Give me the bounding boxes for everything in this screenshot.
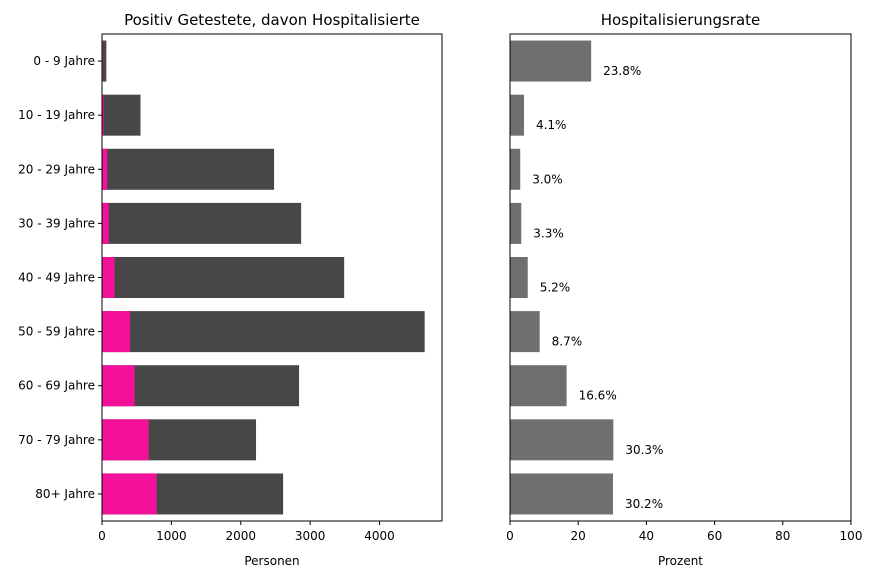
left-bar-s1-3 — [102, 202, 109, 244]
right-bar-3 — [510, 202, 522, 244]
left-bar-s1-1 — [102, 94, 104, 136]
right-data-label-0: 23.8% — [603, 64, 641, 78]
left-bar-s0-5 — [102, 311, 425, 353]
left-category-label-5: 50 - 59 Jahre — [18, 325, 95, 339]
left-bar-s1-4 — [102, 257, 115, 298]
left-bar-s0-1 — [102, 94, 141, 136]
left-bar-s1-5 — [102, 311, 131, 353]
right-data-label-5: 8.7% — [552, 335, 583, 349]
left-bar-s1-8 — [102, 473, 157, 515]
right-x-tick-label-2: 40 — [639, 529, 654, 543]
right-data-label-3: 3.3% — [533, 226, 564, 240]
right-x-tick-label-4: 80 — [775, 529, 790, 543]
right-x-axis-label: Prozent — [658, 554, 703, 568]
right-x-tick-label-5: 100 — [840, 529, 863, 543]
left-category-label-4: 40 - 49 Jahre — [18, 271, 95, 285]
right-bar-6 — [510, 365, 567, 407]
left-bar-s1-0 — [102, 40, 104, 82]
right-bar-7 — [510, 419, 614, 461]
left-category-label-8: 80+ Jahre — [35, 487, 95, 501]
left-category-label-1: 10 - 19 Jahre — [18, 108, 95, 122]
right-chart-title: Hospitalisierungsrate — [601, 11, 761, 29]
left-x-tick-label-4: 4000 — [364, 529, 395, 543]
right-data-label-8: 30.2% — [625, 497, 663, 511]
left-x-tick-label-2: 2000 — [226, 529, 257, 543]
left-bar-s0-3 — [102, 202, 302, 244]
left-x-tick-label-0: 0 — [98, 529, 106, 543]
right-bar-4 — [510, 257, 528, 298]
left-x-tick-label-3: 3000 — [295, 529, 326, 543]
left-bar-s0-4 — [102, 257, 345, 298]
right-chart-area: 23.8% 4.1% 3.0% 3.3% 5.2% 8.7% 16.6% 30.3% 30.2%… — [506, 11, 862, 568]
right-data-label-1: 4.1% — [536, 118, 567, 132]
left-x-axis-label: Personen — [244, 554, 299, 568]
left-category-label-2: 20 - 29 Jahre — [18, 162, 95, 176]
left-category-label-0: 0 - 9 Jahre — [33, 54, 95, 68]
left-chart-title: Positiv Getestete, davon Hospitalisierte — [124, 11, 420, 29]
right-data-label-4: 5.2% — [540, 281, 571, 295]
right-bar-5 — [510, 311, 540, 353]
right-bar-1 — [510, 94, 524, 136]
right-data-label-7: 30.3% — [625, 443, 663, 457]
right-x-tick-label-1: 20 — [571, 529, 586, 543]
right-data-label-2: 3.0% — [532, 172, 563, 186]
left-bar-s1-6 — [102, 365, 135, 407]
left-x-tick-label-1: 1000 — [156, 529, 187, 543]
right-bar-2 — [510, 148, 521, 190]
left-category-label-3: 30 - 39 Jahre — [18, 216, 95, 230]
left-bar-s0-0 — [102, 40, 107, 82]
left-category-label-6: 60 - 69 Jahre — [18, 379, 95, 393]
right-bar-8 — [510, 473, 613, 515]
right-data-label-6: 16.6% — [579, 389, 617, 403]
left-chart-area: Positiv Getestete, davon Hospitalisierte… — [18, 11, 443, 568]
right-bar-0 — [510, 40, 592, 82]
left-bar-s1-2 — [102, 148, 108, 190]
right-x-tick-label-0: 0 — [506, 529, 514, 543]
left-bar-s0-6 — [102, 365, 300, 407]
left-bar-s0-2 — [102, 148, 275, 190]
left-category-label-7: 70 - 79 Jahre — [18, 433, 95, 447]
right-x-tick-label-3: 60 — [707, 529, 722, 543]
left-bar-s1-7 — [102, 419, 149, 461]
right-plot-frame — [509, 33, 852, 522]
